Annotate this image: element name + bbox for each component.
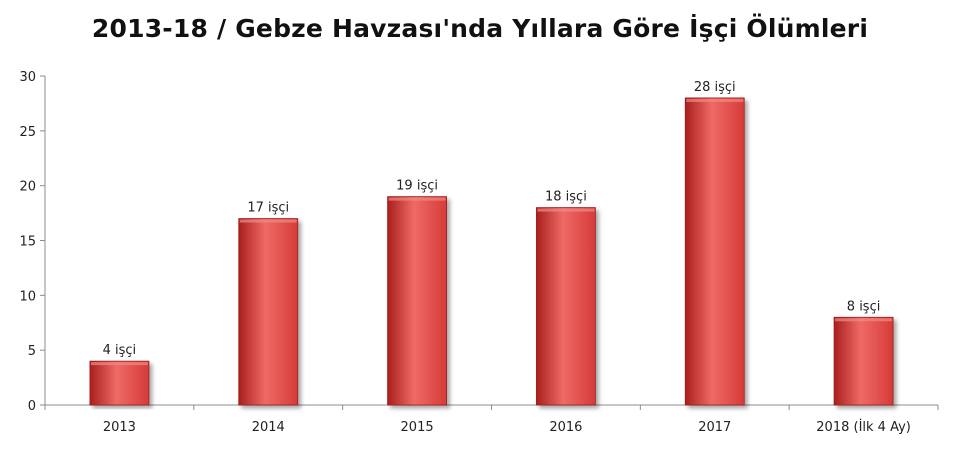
x-tick-label: 2013	[103, 420, 136, 435]
bar	[387, 196, 447, 406]
data-label: 28 işçi	[694, 80, 736, 95]
data-label: 19 işçi	[396, 179, 438, 194]
bar	[684, 97, 745, 406]
y-tick-label: 10	[19, 289, 36, 304]
x-tick-label: 2015	[401, 420, 434, 435]
data-label: 17 işçi	[247, 201, 289, 216]
y-tick-label: 0	[28, 399, 36, 414]
y-tick-label: 5	[28, 344, 36, 359]
y-tick-label: 25	[19, 125, 36, 140]
y-tick-label: 15	[19, 235, 36, 250]
axes: 0 5 10 15 20 25 30 2013 2014 2015 2016 2017 2018 (İl…	[19, 70, 939, 435]
bar	[238, 218, 299, 406]
bar-top-highlight	[835, 318, 893, 322]
bar	[536, 207, 596, 406]
x-tick-label: 2017	[698, 420, 731, 435]
bar-top-highlight	[686, 98, 744, 102]
bars	[89, 97, 894, 406]
bar-top-highlight	[90, 362, 148, 366]
y-tick-label: 20	[19, 180, 36, 195]
bar	[833, 316, 894, 406]
bar-top-highlight	[537, 208, 595, 212]
x-tick-label: 2014	[252, 420, 285, 435]
data-label: 18 işçi	[545, 190, 587, 205]
y-tick-label: 30	[19, 70, 36, 85]
x-tick-label: 2018 (İlk 4 Ay)	[816, 419, 911, 435]
chart-title: 2013-18 / Gebze Havzası'nda Yıllara Göre…	[91, 14, 869, 43]
data-labels: 4 işçi 17 işçi 19 işçi 18 işçi 28 işçi 8 işçi	[103, 80, 881, 358]
bar-top-highlight	[239, 219, 297, 223]
bar	[89, 360, 150, 406]
bar-top-highlight	[388, 197, 446, 201]
data-label: 8 işçi	[847, 299, 881, 314]
x-tick-label: 2016	[549, 420, 582, 435]
data-label: 4 işçi	[103, 343, 137, 358]
